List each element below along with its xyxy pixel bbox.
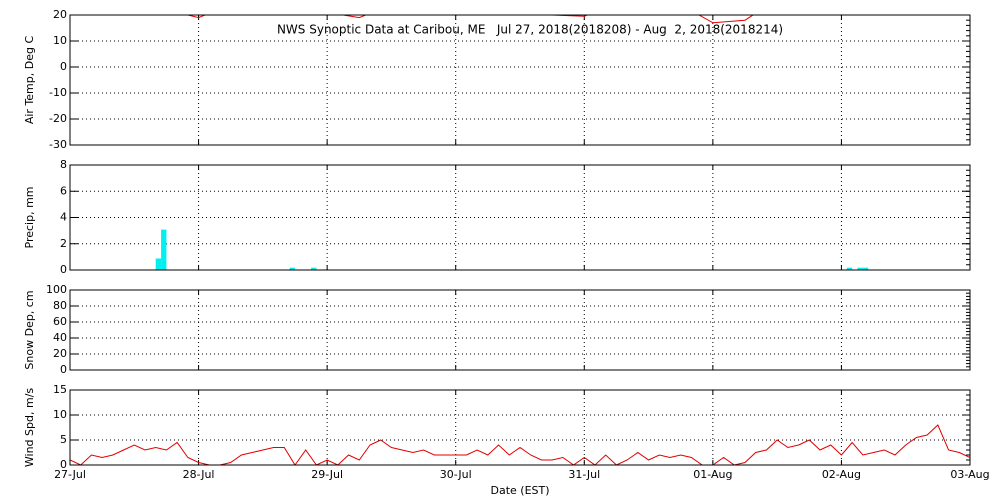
plot-frame <box>69 289 971 371</box>
x-tick-label: 01-Aug <box>693 468 732 481</box>
y-tick-label: 0 <box>60 60 67 73</box>
bar <box>846 267 853 270</box>
x-tick-label: 29-Jul <box>311 468 343 481</box>
plot-frame <box>69 164 971 271</box>
y-tick-label: 8 <box>60 158 67 171</box>
y-tick-label: 5 <box>60 433 67 446</box>
y-tick-label: 2 <box>60 237 67 250</box>
x-tick-label: 03-Aug <box>950 468 989 481</box>
data-line <box>70 424 970 465</box>
x-tick-label: 31-Jul <box>568 468 600 481</box>
y-tick-label: 0 <box>60 363 67 376</box>
y-axis-label: Air Temp, Deg C <box>23 36 36 125</box>
y-tick-label: 20 <box>53 8 67 21</box>
y-tick-label: -10 <box>49 86 67 99</box>
y-tick-label: 40 <box>53 331 67 344</box>
y-axis-label: Wind Spd, m/s <box>23 388 36 468</box>
x-tick-label: 27-Jul <box>54 468 86 481</box>
y-tick-label: 6 <box>60 184 67 197</box>
y-tick-label: 60 <box>53 315 67 328</box>
y-tick-label: 4 <box>60 211 67 224</box>
y-tick-label: 10 <box>53 408 67 421</box>
bar <box>155 258 162 270</box>
y-tick-label: 0 <box>60 263 67 276</box>
y-tick-label: 15 <box>53 383 67 396</box>
y-tick-label: 100 <box>46 283 67 296</box>
bar <box>857 267 863 270</box>
y-tick-label: 80 <box>53 299 67 312</box>
y-tick-label: 0 <box>60 458 67 471</box>
plot-frame <box>69 389 971 466</box>
y-tick-label: -30 <box>49 138 67 151</box>
plot-frame <box>69 14 971 146</box>
bar <box>862 267 869 270</box>
y-tick-label: -20 <box>49 112 67 125</box>
bar <box>161 229 167 270</box>
y-tick-label: 10 <box>53 34 67 47</box>
y-tick-label: 20 <box>53 347 67 360</box>
x-tick-label: 30-Jul <box>440 468 472 481</box>
y-axis-label: Snow Dep, cm <box>23 290 36 369</box>
x-tick-label: 02-Aug <box>822 468 861 481</box>
y-axis-label: Precip, mm <box>23 187 36 249</box>
bar <box>311 267 317 270</box>
chart-title: NWS Synoptic Data at Caribou, ME Jul 27,… <box>277 23 783 37</box>
bar <box>289 267 295 270</box>
x-axis-label: Date (EST) <box>490 484 549 497</box>
x-tick-label: 28-Jul <box>183 468 215 481</box>
